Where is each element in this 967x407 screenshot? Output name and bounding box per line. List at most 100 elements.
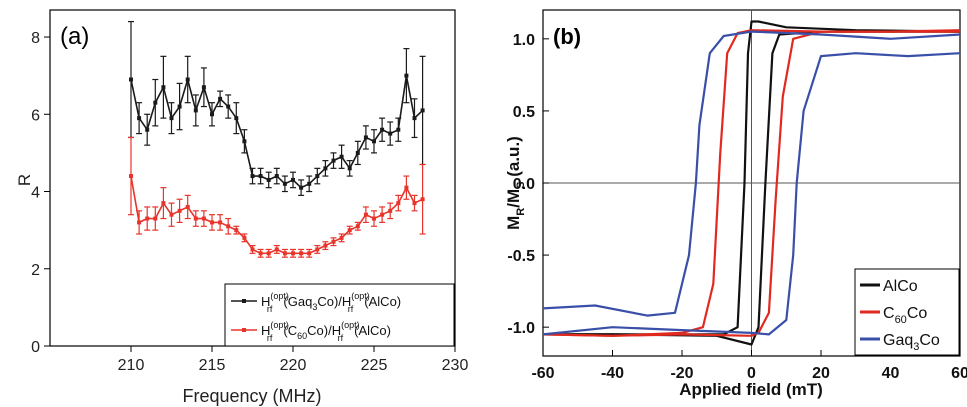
data-point: [210, 220, 214, 225]
x-tick-label: 40: [882, 365, 900, 382]
y-tick-label: 0: [31, 339, 40, 356]
data-point: [266, 251, 271, 256]
panel-a-series: [128, 20, 426, 258]
data-point: [363, 212, 368, 217]
data-point: [169, 116, 174, 121]
data-point: [177, 104, 182, 109]
data-point: [355, 150, 360, 155]
data-point: [282, 181, 287, 186]
data-point: [169, 212, 174, 217]
data-point: [291, 177, 295, 182]
data-point: [420, 197, 425, 202]
data-point: [250, 247, 255, 252]
data-point: [226, 224, 231, 229]
panel-a-legend: H(opt) rf (Gaq3Co)/H(opt) rf (AlCo) H(opt) rf(…: [224, 283, 455, 347]
data-point: [420, 108, 425, 113]
data-point: [242, 235, 247, 240]
panel-b-series: [542, 20, 961, 346]
data-point: [315, 174, 320, 179]
data-point: [185, 77, 190, 82]
legend-entry-1: H(opt) rf (Gaq3Co)/H(opt) rf (AlCo): [261, 291, 401, 314]
y-tick-label: -1.0: [507, 320, 535, 337]
y-tick-label: 1.0: [513, 32, 535, 49]
legend-entry-3: Gaq3Co: [883, 332, 940, 353]
x-tick-label: 220: [280, 357, 307, 374]
data-point: [193, 216, 198, 221]
data-point: [404, 185, 409, 190]
y-tick-label: 2: [31, 262, 40, 279]
data-point: [234, 228, 239, 233]
data-point: [282, 251, 287, 256]
data-point: [396, 201, 401, 206]
data-point: [363, 135, 368, 140]
y-tick-label: 0.5: [513, 104, 535, 121]
panel-b-y-axis-label: MR/MS (a.u.): [504, 136, 527, 230]
data-point: [315, 247, 320, 252]
data-point: [339, 154, 344, 159]
panel-a-label: (a): [60, 23, 89, 50]
data-point: [153, 100, 158, 105]
panel-a-chart: (a) Frequency (MHz) R 210 215 220 225 230 0 2 4…: [15, 9, 469, 406]
data-point: [201, 85, 206, 90]
data-point: [145, 127, 150, 132]
data-point: [291, 251, 295, 256]
legend-entry-1: AlCo: [883, 278, 918, 295]
data-point: [266, 177, 271, 182]
legend-box: [224, 283, 455, 347]
data-point: [404, 73, 409, 78]
data-point: [274, 174, 279, 179]
data-point: [331, 239, 336, 244]
data-point: [347, 166, 352, 171]
data-point: [323, 243, 328, 248]
data-point: [412, 116, 417, 121]
data-point: [137, 220, 142, 225]
data-point: [129, 77, 133, 82]
data-point: [331, 158, 336, 163]
data-point: [372, 139, 376, 144]
y-tick-label: -0.5: [507, 248, 535, 265]
legend-swatch-marker: [242, 328, 246, 332]
data-point: [210, 112, 214, 117]
data-point: [355, 224, 360, 229]
data-point: [185, 204, 190, 209]
x-tick-label: 225: [361, 357, 388, 374]
descending-branch: [542, 52, 961, 336]
data-point: [347, 228, 352, 233]
y-tick-label: 4: [31, 185, 40, 202]
data-point: [177, 208, 182, 213]
series-2: [128, 136, 426, 258]
x-tick-label: -40: [601, 365, 624, 382]
loop-2: [542, 29, 961, 337]
data-point: [307, 181, 312, 186]
x-tick-label: 20: [812, 365, 830, 382]
panel-b-ticks: -60 -40 -20 0 20 40 60 -1.0 -0.5 0.0 0.5 1.0: [507, 32, 967, 382]
data-point: [218, 220, 223, 225]
data-point: [380, 127, 385, 132]
data-point: [323, 166, 328, 171]
data-point: [388, 131, 393, 136]
data-point: [129, 174, 133, 179]
legend-entry-2: C60Co: [883, 305, 927, 326]
data-point: [201, 216, 206, 221]
y-tick-label: 8: [31, 30, 40, 47]
data-point: [396, 127, 401, 132]
series-1: [128, 20, 426, 196]
data-point: [153, 216, 158, 221]
data-point: [226, 104, 231, 109]
data-point: [161, 201, 166, 206]
legend-swatch-marker: [242, 299, 246, 303]
data-point: [380, 212, 385, 217]
data-point: [242, 139, 247, 144]
data-point: [145, 216, 150, 221]
x-tick-label: 230: [442, 357, 469, 374]
y-tick-label: 6: [31, 107, 40, 124]
legend-entry-2: H(opt) rf (C60Co)/H(opt) rf (AlCo): [261, 320, 391, 343]
loop-3: [542, 30, 961, 336]
data-point: [258, 251, 263, 256]
data-point: [193, 108, 198, 113]
x-tick-label: -60: [531, 365, 554, 382]
x-tick-label: 60: [951, 365, 967, 382]
descending-branch: [542, 29, 961, 337]
data-point: [388, 208, 393, 213]
